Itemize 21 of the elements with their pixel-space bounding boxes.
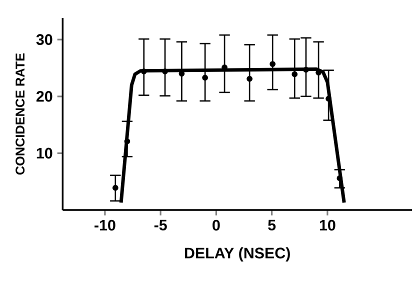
- x-tick-label: -10: [94, 220, 116, 231]
- x-axis-title: DELAY (NSEC): [185, 247, 290, 262]
- y-tick-label: 20: [36, 91, 52, 102]
- point: [246, 76, 253, 82]
- point: [270, 61, 276, 67]
- x-tick-label: 5: [268, 220, 276, 230]
- y-tick-label: 30: [36, 34, 52, 45]
- point: [140, 68, 147, 74]
- y-axis-title: CONCIDENCE RATE: [16, 53, 25, 175]
- point: [124, 138, 130, 144]
- point: [162, 68, 168, 74]
- point: [303, 66, 309, 73]
- point: [202, 74, 208, 81]
- point: [336, 175, 343, 182]
- x-tick-label: 0: [212, 220, 220, 231]
- y-tick-label: 10: [36, 148, 52, 159]
- x-tick-label: -5: [154, 220, 167, 230]
- point: [326, 96, 332, 102]
- point: [292, 71, 298, 78]
- point: [112, 184, 118, 191]
- x-tick-label: 10: [320, 220, 336, 231]
